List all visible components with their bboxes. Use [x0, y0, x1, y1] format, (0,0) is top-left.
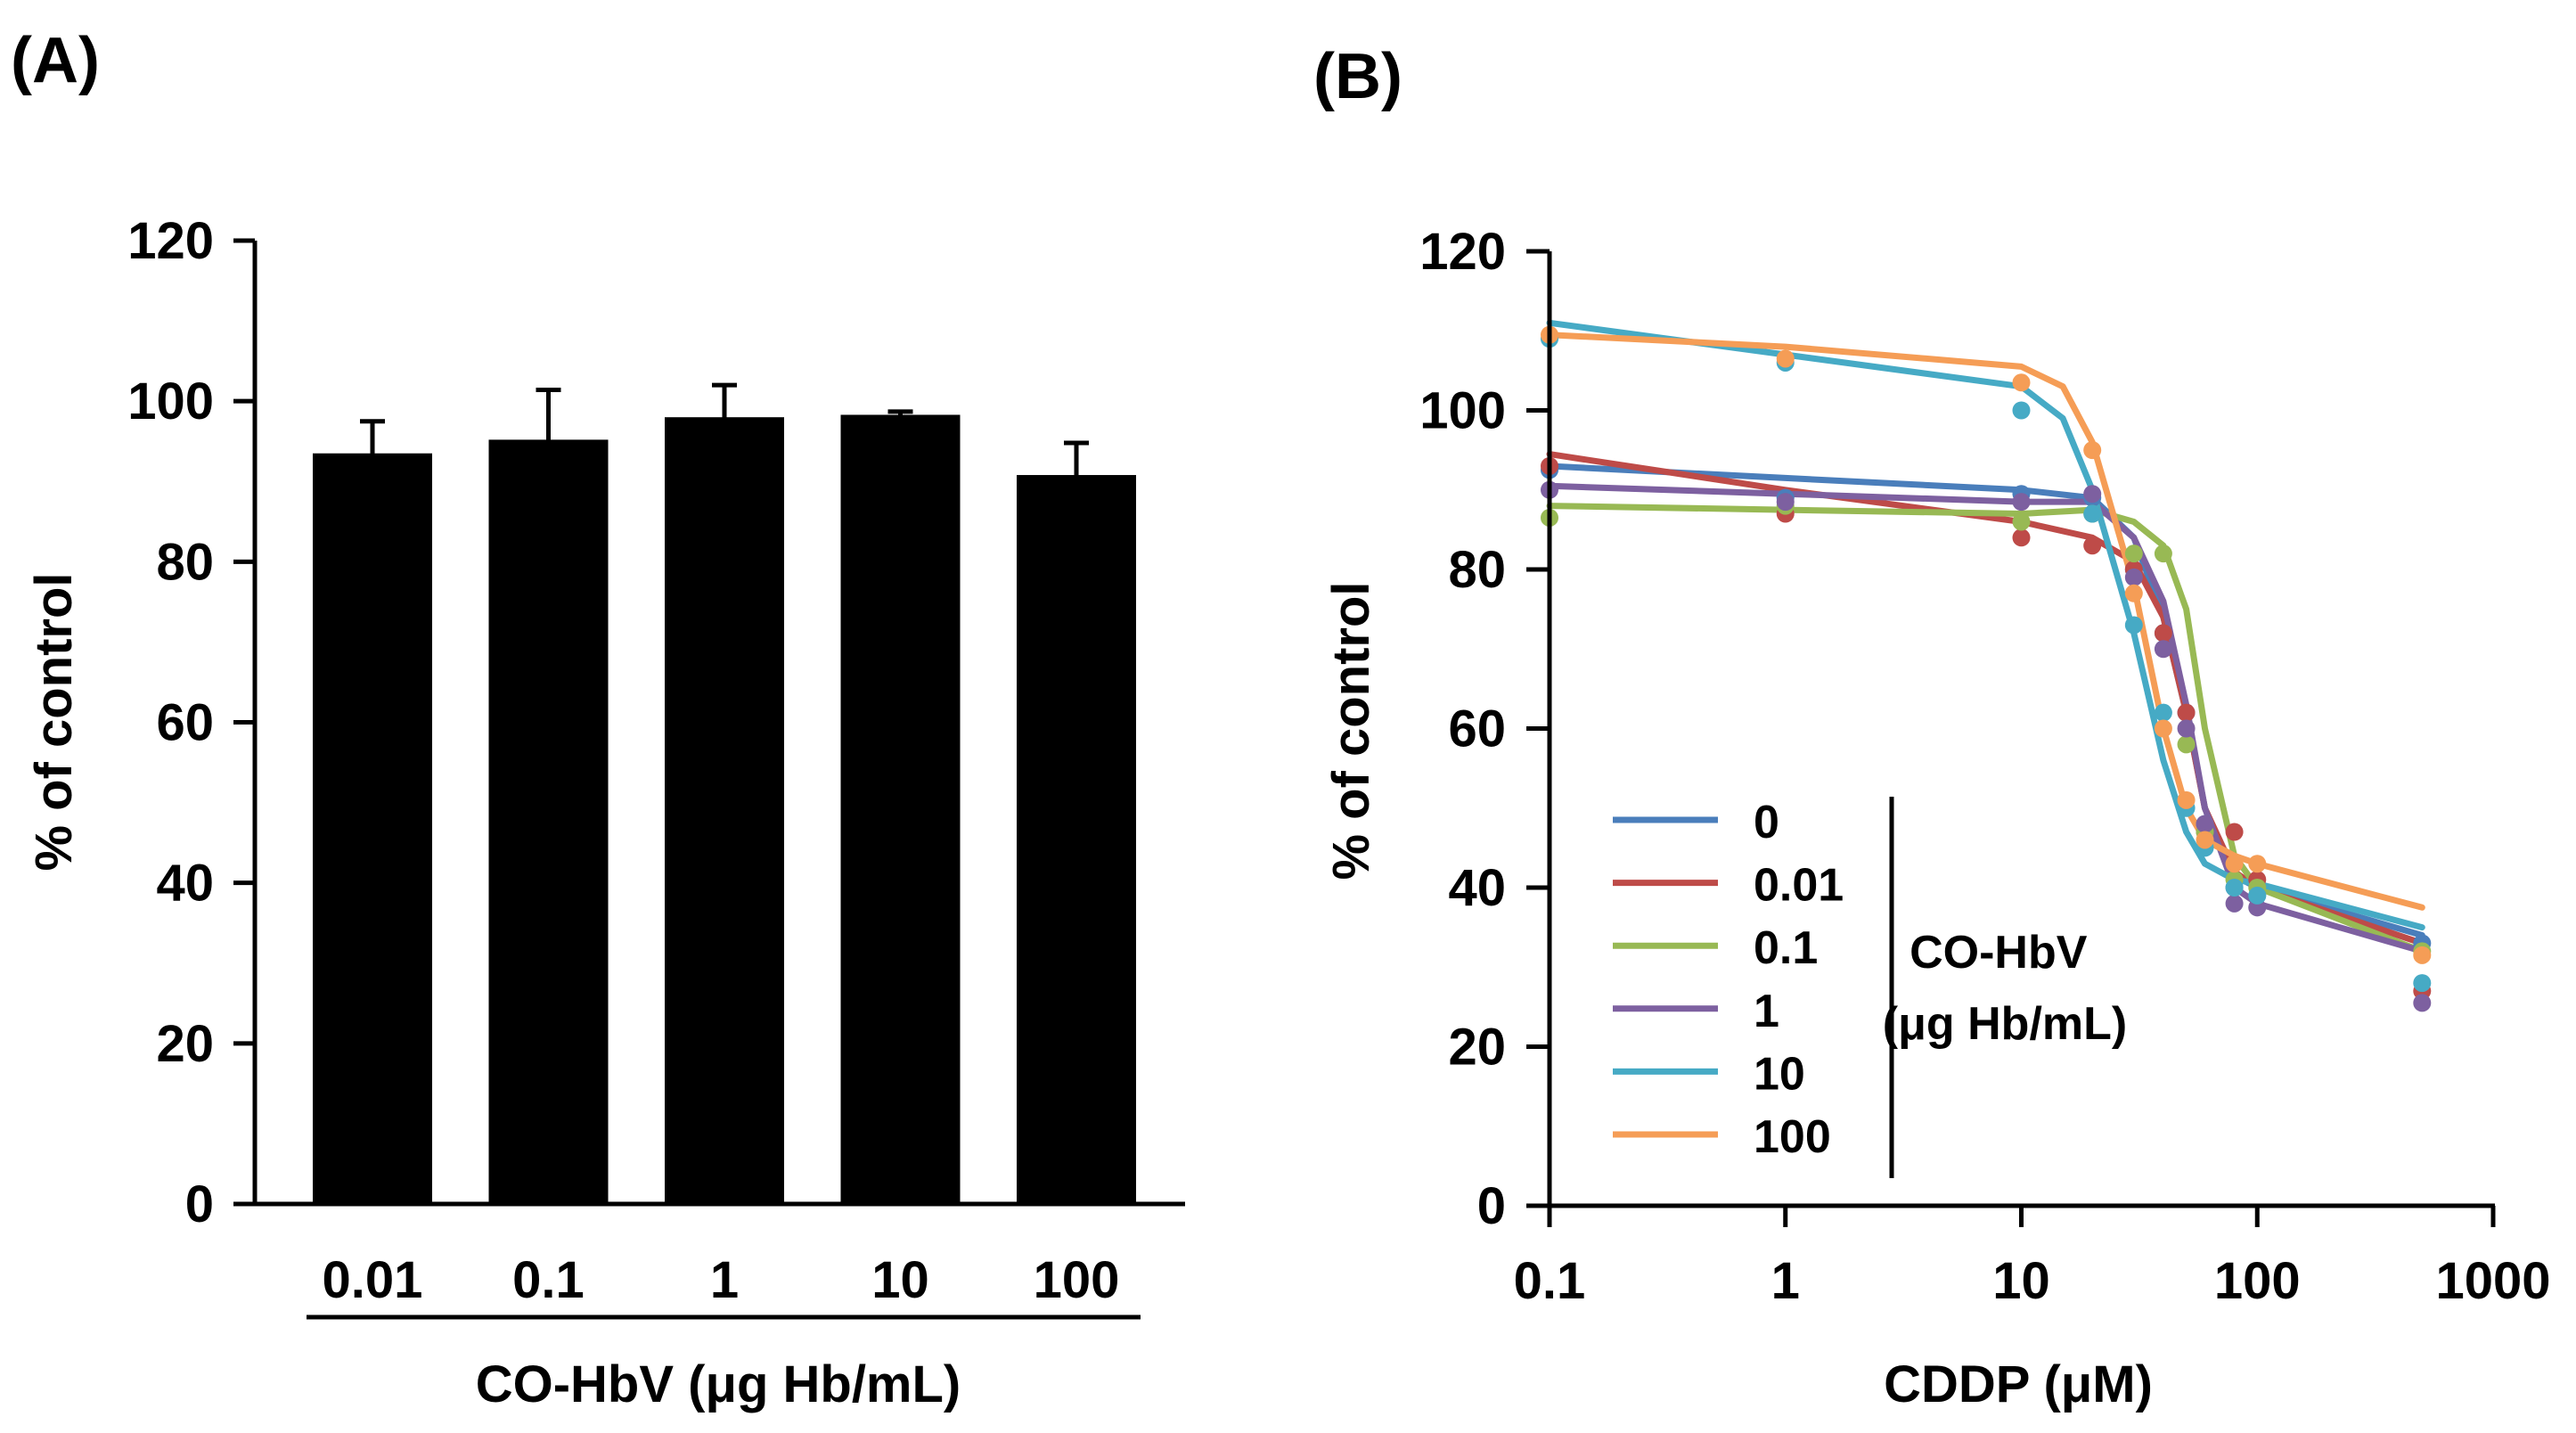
panel-a-y-tick-label: 120 [127, 212, 214, 270]
panel-b-x-tick-label: 0.1 [1514, 1252, 1586, 1310]
bar-1 [665, 417, 784, 1204]
panel-b-x-tick-label: 100 [2214, 1252, 2301, 1310]
data-point-100 [2177, 790, 2196, 809]
category-label-1: 1 [710, 1251, 739, 1309]
data-point-1 [1776, 493, 1795, 512]
data-point-1 [2413, 994, 2432, 1012]
data-point-10 [2124, 616, 2143, 635]
data-point-100 [2012, 373, 2031, 392]
data-point-10 [2012, 401, 2031, 420]
category-label-100: 100 [1034, 1251, 1120, 1309]
data-point-0.1 [2124, 545, 2143, 563]
data-point-10 [2083, 504, 2102, 523]
data-point-100 [2413, 946, 2432, 964]
panel-b-y-tick-label: 80 [1448, 541, 1506, 599]
data-point-0.01 [2083, 536, 2102, 555]
panel-b-label: (B) [1313, 41, 1402, 112]
legend-title-line-2: (μg Hb/mL) [1883, 998, 2127, 1050]
panel-b-legend: 0 0.01 0.1 1 10 100 [1613, 797, 1844, 1163]
data-point-0.01 [2012, 528, 2031, 547]
panel-a-y-tick-label: 80 [156, 533, 214, 591]
panel-b-x-tick-label: 1000 [2435, 1252, 2550, 1310]
data-point-100 [2154, 719, 2172, 738]
data-point-100 [1776, 349, 1795, 368]
data-point-0.1 [2154, 545, 2172, 563]
panel-a-y-tick-label: 0 [185, 1175, 214, 1233]
data-point-1 [2177, 719, 2196, 738]
panel-b-y-label: % of control [1322, 581, 1380, 880]
panel-b-x-label: CDDP (μM) [1884, 1355, 2153, 1413]
panel-a-error-bars [360, 382, 1089, 478]
data-point-100 [2248, 855, 2267, 873]
data-point-0.01 [2225, 823, 2244, 841]
panel-a-label: (A) [11, 25, 100, 96]
category-label-0.01: 0.01 [323, 1251, 423, 1309]
data-point-100 [2196, 831, 2214, 849]
panel-b-y-tick-label: 120 [1419, 223, 1506, 281]
panel-b-y-ticks: 0 20 40 60 80 100 120 [1419, 223, 1550, 1235]
category-label-0.1: 0.1 [512, 1251, 585, 1309]
data-point-100 [2225, 855, 2244, 873]
panel-b-y-tick-label: 20 [1448, 1019, 1506, 1077]
panel-b-y-tick-label: 100 [1419, 382, 1506, 440]
data-point-0.01 [2154, 624, 2172, 643]
bar-10 [840, 414, 961, 1204]
bar-100 [1017, 475, 1136, 1204]
data-point-10 [2248, 886, 2267, 905]
panel-a: 0 20 40 60 80 100 120 0.01 0.1 1 10 100 CO-HbV (μg… [25, 212, 1185, 1413]
panel-a-y-tick-label: 40 [156, 855, 214, 913]
legend-label-10: 10 [1754, 1048, 1805, 1100]
legend-label-0.1: 0.1 [1754, 922, 1818, 974]
data-point-100 [2083, 441, 2102, 460]
bar-0.01 [313, 453, 432, 1204]
data-point-1 [2225, 894, 2244, 913]
data-point-1 [2012, 493, 2031, 512]
data-point-1 [2154, 640, 2172, 659]
panel-b-y-tick-label: 0 [1477, 1177, 1506, 1235]
data-point-100 [2124, 584, 2143, 602]
legend-label-0.01: 0.01 [1754, 860, 1844, 912]
legend-title-line-1: CO-HbV [1910, 927, 2088, 979]
fit-curve-0 [1546, 463, 2425, 938]
panel-a-category-labels: 0.01 0.1 1 10 100 [323, 1251, 1120, 1309]
legend-label-1: 1 [1754, 986, 1779, 1037]
legend-label-0: 0 [1754, 797, 1779, 848]
data-point-10 [2413, 974, 2432, 993]
panel-b-x-tick-label: 10 [1992, 1252, 2050, 1310]
panel-a-y-label: % of control [25, 572, 83, 871]
data-point-0.1 [2177, 735, 2196, 754]
data-point-10 [2154, 703, 2172, 722]
panel-a-x-label: CO-HbV (μg Hb/mL) [476, 1355, 961, 1413]
panel-b-y-tick-label: 60 [1448, 700, 1506, 758]
data-point-0.01 [2177, 703, 2196, 722]
category-label-10: 10 [871, 1251, 929, 1309]
data-point-1 [2196, 815, 2214, 833]
data-point-10 [2225, 879, 2244, 897]
data-point-0.1 [2012, 512, 2031, 531]
data-point-1 [2083, 485, 2102, 504]
legend-title: CO-HbV (μg Hb/mL) [1883, 927, 2127, 1050]
legend-label-100: 100 [1754, 1111, 1831, 1163]
panel-b-data-points [1541, 325, 2432, 1012]
panel-a-y-tick-label: 60 [156, 694, 214, 752]
panel-b-fit-curves [1546, 319, 2425, 954]
panel-b-x-tick-label: 1 [1771, 1252, 1800, 1310]
panel-b-y-tick-label: 40 [1448, 859, 1506, 917]
fit-curve-10 [1546, 319, 2425, 931]
data-point-1 [2124, 568, 2143, 586]
panel-b-x-ticks: 0.1 1 10 100 1000 [1514, 1206, 2551, 1310]
bar-0.1 [488, 439, 609, 1204]
panel-a-bars [313, 414, 1136, 1204]
panel-a-y-ticks: 0 20 40 60 80 100 120 [127, 212, 255, 1233]
panel-a-y-tick-label: 20 [156, 1015, 214, 1073]
fit-curve-1 [1546, 482, 2425, 954]
panel-a-y-tick-label: 100 [127, 373, 214, 430]
